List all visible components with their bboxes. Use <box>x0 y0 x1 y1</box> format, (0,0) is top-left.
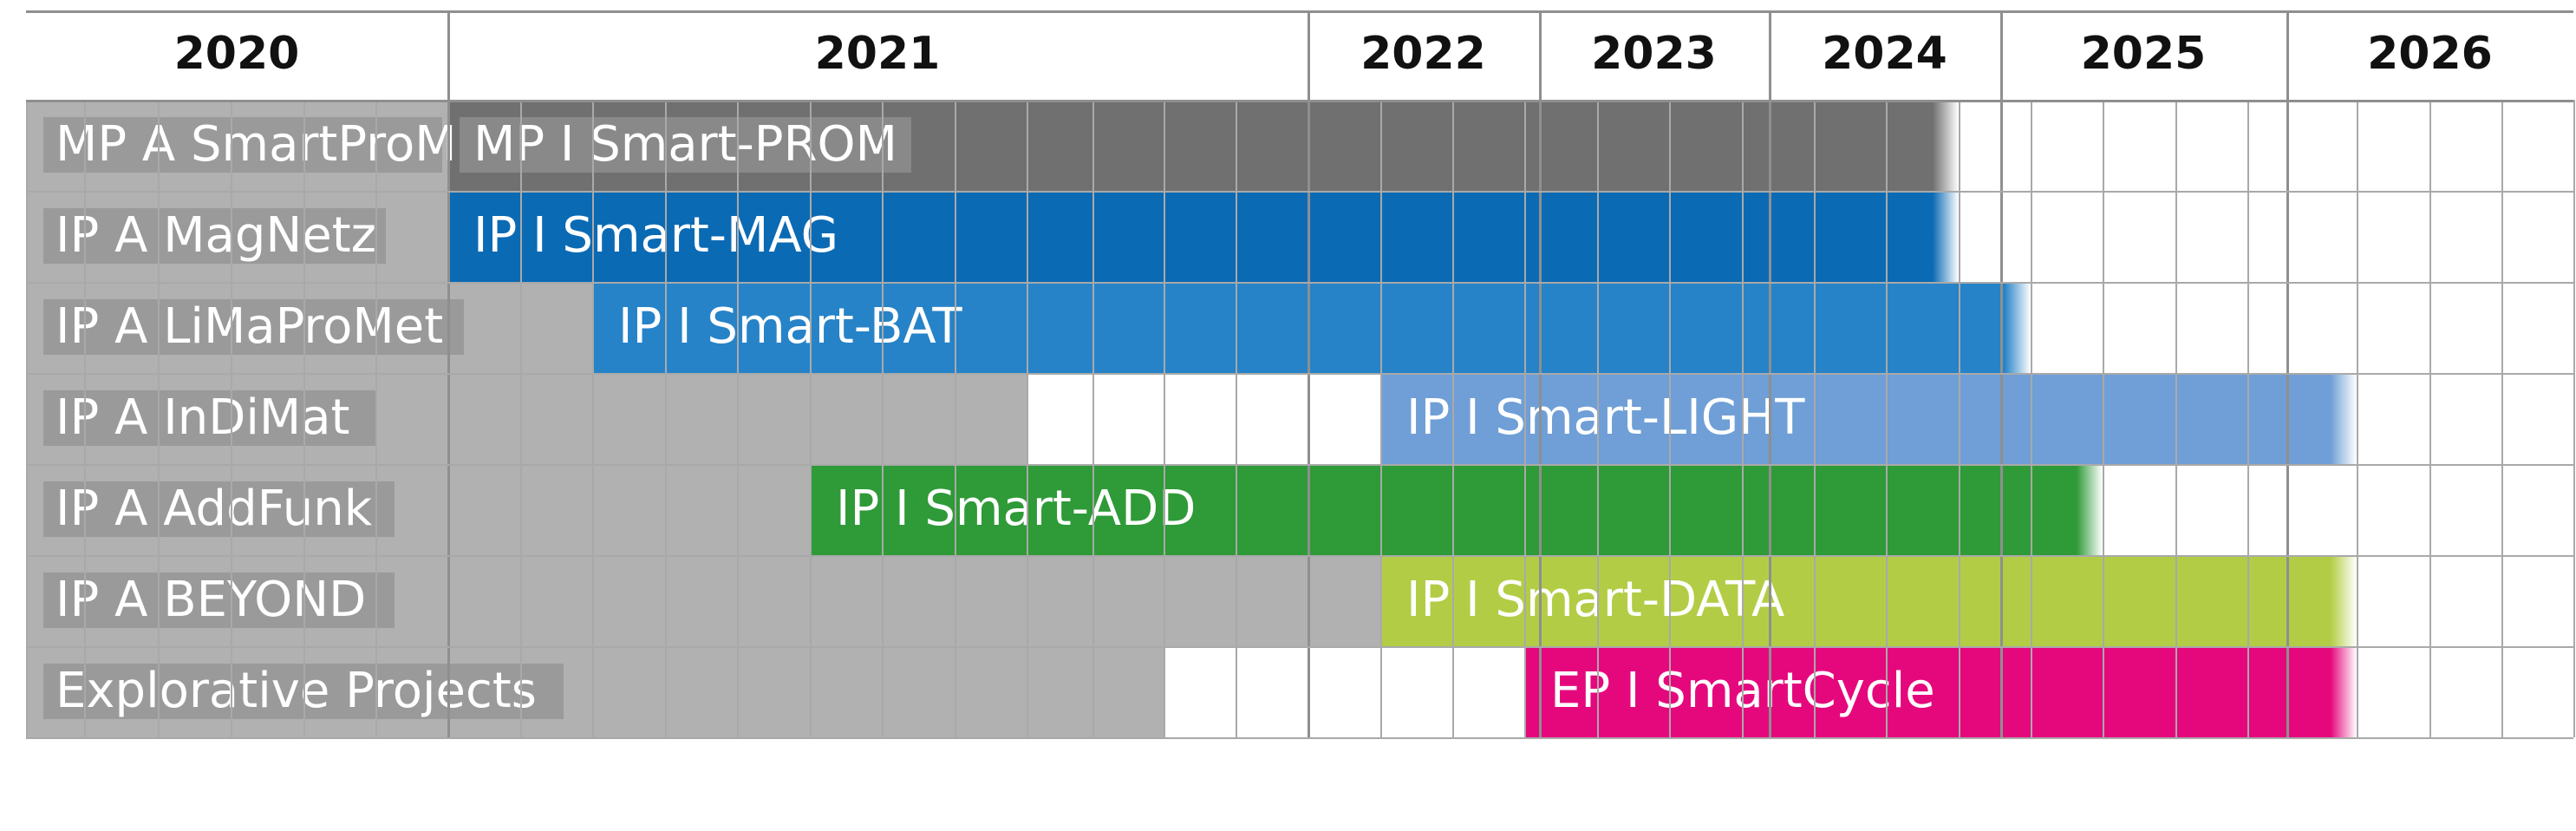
grid-line-vertical <box>1742 100 1744 737</box>
gantt-bar-label: IP I Smart-LIGHT <box>1406 389 1805 446</box>
grid-line-vertical <box>1092 100 1094 737</box>
gantt-bar <box>1380 373 2357 464</box>
grid-line-vertical <box>1452 100 1454 737</box>
row-label: MP A SmartProM <box>43 117 457 173</box>
gantt-bar <box>1524 646 2357 737</box>
year-label-2026: 2026 <box>2367 28 2493 80</box>
grid-line-vertical <box>26 100 28 737</box>
gantt-bar <box>1380 555 2357 646</box>
year-label-2022: 2022 <box>1360 28 1486 80</box>
grid-line-vertical <box>1669 100 1671 737</box>
grid-line-vertical <box>882 100 884 737</box>
grid-line-horizontal <box>26 737 2573 739</box>
grid-line-vertical <box>1380 100 1382 737</box>
gantt-bar <box>447 191 1959 282</box>
row-label: IP A LiMaProMet <box>43 299 464 355</box>
grid-line-horizontal <box>26 191 2573 193</box>
row-label: IP A BEYOND <box>43 573 395 628</box>
grid-line-vertical <box>231 100 232 737</box>
grid-line-horizontal <box>26 464 2573 466</box>
grid-line-vertical <box>1597 100 1599 737</box>
year-label-2021: 2021 <box>814 28 941 80</box>
row-label: IP A InDiMat <box>43 390 377 446</box>
grid-line-vertical <box>2103 100 2104 737</box>
grid-line-vertical <box>1814 100 1816 737</box>
grid-line-vertical <box>2357 100 2358 737</box>
grid-line-vertical <box>2573 100 2575 737</box>
grid-line-vertical <box>955 100 956 737</box>
grid-line-vertical <box>375 100 377 737</box>
grid-line-vertical <box>1027 100 1028 737</box>
grid-line-vertical <box>2501 100 2503 737</box>
year-label-2020: 2020 <box>173 28 300 80</box>
header-border <box>26 100 2573 102</box>
grid-line-horizontal <box>26 646 2573 648</box>
grid-line-vertical <box>665 100 667 737</box>
grid-line-vertical <box>2175 100 2177 737</box>
grid-line-vertical <box>737 100 739 737</box>
grid-line-vertical <box>1236 100 1237 737</box>
gantt-bar-label: MP I Smart-PROM <box>460 117 911 173</box>
row-label: IP A AddFunk <box>43 481 395 537</box>
grid-line-vertical <box>1959 100 1960 737</box>
year-label-2023: 2023 <box>1591 28 1717 80</box>
grid-line-vertical <box>520 100 522 737</box>
grid-line-vertical <box>810 100 812 737</box>
grid-line-horizontal <box>26 373 2573 375</box>
gantt-bar-label: IP I Smart-MAG <box>473 207 839 264</box>
gantt-bar-label: IP I Smart-BAT <box>618 298 962 355</box>
grid-line-vertical <box>2247 100 2249 737</box>
grid-line-vertical <box>2031 100 2032 737</box>
grid-line-vertical <box>303 100 305 737</box>
grid-line-vertical <box>84 100 86 737</box>
grid-line-vertical <box>2429 100 2431 737</box>
grid-line-vertical <box>1886 100 1888 737</box>
gantt-bar <box>592 282 2031 373</box>
header-border <box>26 10 2573 13</box>
year-label-2025: 2025 <box>2080 28 2207 80</box>
year-label-2024: 2024 <box>1822 28 1947 80</box>
gantt-bar-label: IP I Smart-DATA <box>1406 572 1785 628</box>
grid-line-horizontal <box>26 282 2573 284</box>
grid-line-vertical <box>1524 100 1526 737</box>
grid-line-vertical <box>592 100 594 737</box>
grid-line-vertical <box>158 100 160 737</box>
grid-line-horizontal <box>26 555 2573 557</box>
row-label: IP A MagNetz <box>43 208 386 264</box>
grid-line-vertical <box>1164 100 1165 737</box>
gantt-bar-label: IP I Smart-ADD <box>836 481 1197 537</box>
